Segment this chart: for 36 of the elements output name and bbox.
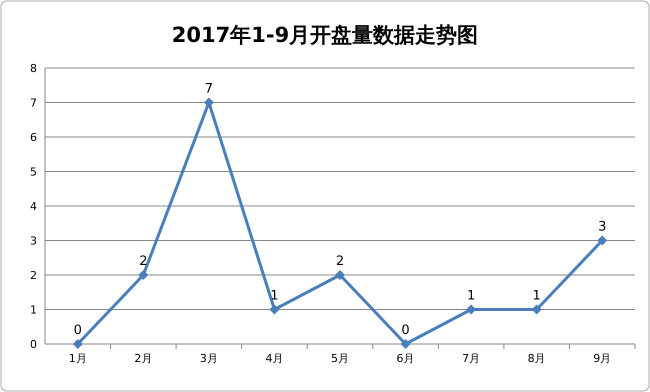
point — [597, 236, 608, 246]
data-label: 3 — [598, 220, 606, 234]
x-tick-label: 2月 — [134, 352, 152, 365]
x-tick-label: 8月 — [528, 352, 546, 365]
point — [400, 339, 411, 349]
data-label: 7 — [204, 82, 214, 96]
chart-title: 2017年1-9月开盘量数据走势图 — [172, 23, 478, 47]
data-label: 1 — [532, 288, 541, 304]
point — [269, 304, 280, 314]
y-tick-label: 3 — [30, 234, 37, 248]
x-tick-label: 5月 — [331, 352, 349, 365]
data-label: 0 — [401, 323, 410, 338]
y-tick-label: 2 — [30, 269, 37, 282]
data-label: 1 — [466, 288, 476, 304]
point — [532, 304, 542, 314]
point — [204, 98, 214, 108]
y-tick-label: 1 — [30, 304, 37, 316]
point — [138, 270, 148, 280]
data-label: 0 — [74, 323, 82, 338]
y-tick-label: 5 — [30, 166, 37, 178]
x-tick-label: 1月 — [68, 352, 87, 365]
data-label: 1 — [270, 288, 279, 304]
point — [335, 270, 345, 280]
y-tick-label: 7 — [30, 96, 37, 110]
data-label: 2 — [336, 254, 344, 269]
x-tick-label: 7月 — [462, 352, 480, 365]
y-tick-label: 0 — [30, 338, 37, 351]
x-tick-label: 3月 — [200, 352, 218, 365]
x-tick-label: 9月 — [593, 352, 612, 365]
y-tick-label: 8 — [30, 62, 37, 75]
y-tick-label: 4 — [30, 200, 37, 213]
x-tick-label: 4月 — [265, 352, 284, 365]
point — [72, 339, 83, 349]
y-tick-label: 6 — [30, 131, 37, 144]
x-tick-label: 6月 — [396, 352, 415, 365]
data-label: 2 — [139, 254, 148, 269]
